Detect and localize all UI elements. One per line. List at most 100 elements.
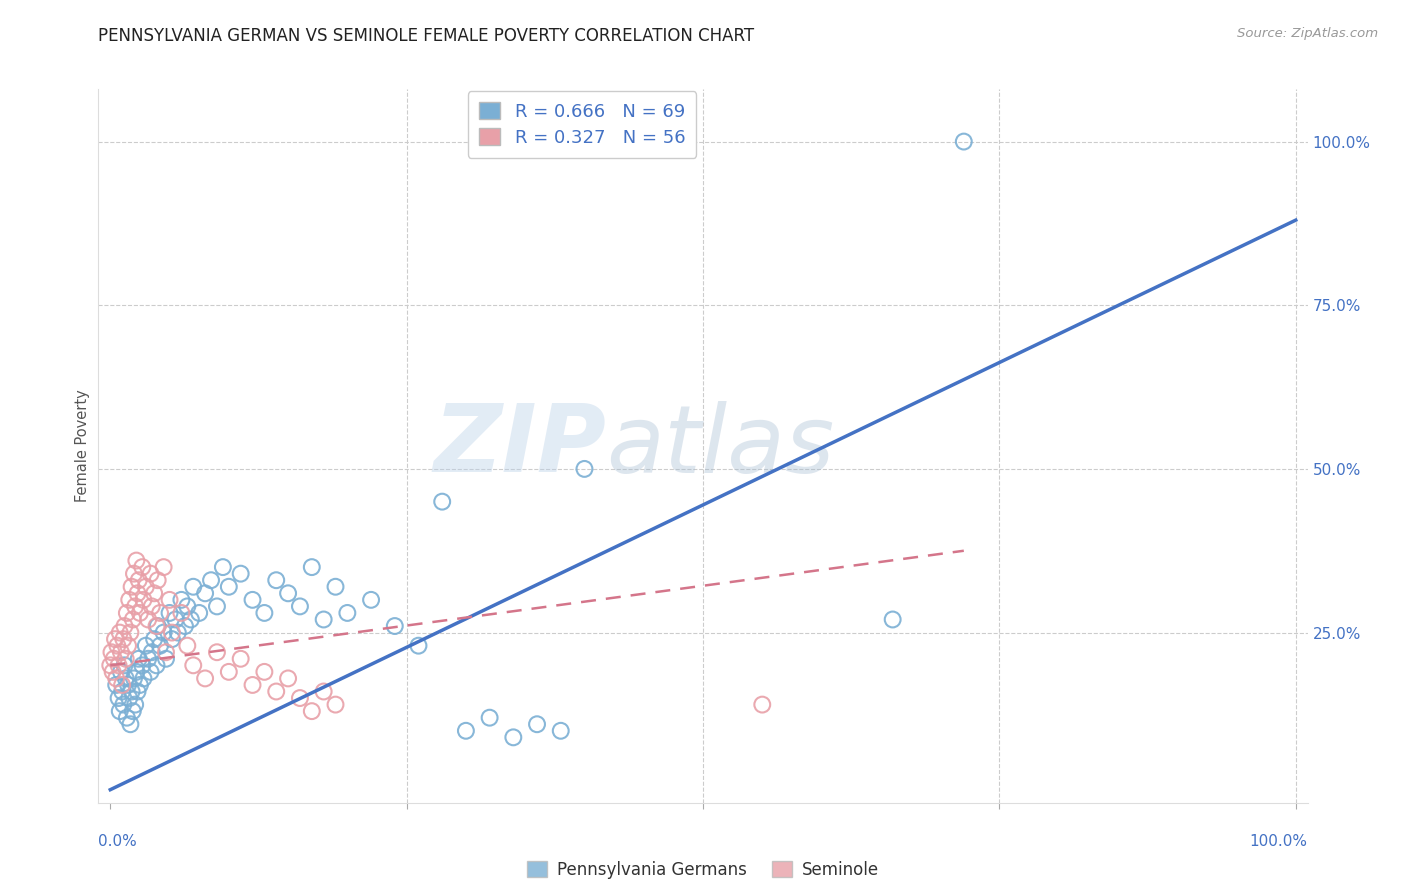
Point <box>128 573 150 587</box>
Point <box>205 645 228 659</box>
Point <box>105 672 128 686</box>
Point <box>114 658 136 673</box>
Point <box>122 566 145 581</box>
Point <box>166 625 188 640</box>
Point <box>110 665 132 679</box>
Point <box>121 580 143 594</box>
Point <box>104 632 127 647</box>
Point <box>882 612 904 626</box>
Point <box>952 135 974 149</box>
Point <box>112 632 135 647</box>
Point <box>124 599 146 614</box>
Point <box>264 684 287 698</box>
Point <box>165 612 187 626</box>
Point <box>174 619 197 633</box>
Point <box>146 619 169 633</box>
Point <box>550 723 572 738</box>
Point <box>136 612 159 626</box>
Point <box>325 580 347 594</box>
Point <box>105 678 128 692</box>
Point <box>111 684 134 698</box>
Point <box>131 658 153 673</box>
Legend: Pennsylvania Germans, Seminole: Pennsylvania Germans, Seminole <box>520 854 886 885</box>
Text: 0.0%: 0.0% <box>98 834 138 849</box>
Point <box>112 698 135 712</box>
Point <box>135 639 157 653</box>
Point <box>288 599 311 614</box>
Point <box>218 580 240 594</box>
Point <box>115 711 138 725</box>
Point <box>242 592 264 607</box>
Point <box>159 592 181 607</box>
Point <box>277 586 299 600</box>
Point <box>118 691 141 706</box>
Point <box>384 619 406 633</box>
Point <box>135 580 157 594</box>
Point <box>160 632 183 647</box>
Point <box>136 652 159 666</box>
Point <box>155 645 177 659</box>
Point <box>336 606 359 620</box>
Point <box>229 566 252 581</box>
Point <box>264 573 287 587</box>
Point <box>139 566 162 581</box>
Text: 100.0%: 100.0% <box>1250 834 1308 849</box>
Point <box>149 639 172 653</box>
Point <box>131 560 153 574</box>
Point <box>301 560 323 574</box>
Point <box>127 586 149 600</box>
Text: atlas: atlas <box>606 401 835 491</box>
Point <box>454 723 477 738</box>
Point <box>502 731 524 745</box>
Point <box>120 717 142 731</box>
Point <box>120 625 142 640</box>
Point <box>108 704 131 718</box>
Point <box>141 645 163 659</box>
Point <box>121 684 143 698</box>
Point <box>574 462 596 476</box>
Point <box>253 606 276 620</box>
Point <box>229 652 252 666</box>
Point <box>288 691 311 706</box>
Point <box>111 678 134 692</box>
Point <box>117 639 139 653</box>
Point <box>129 606 152 620</box>
Point <box>115 606 138 620</box>
Point <box>114 672 136 686</box>
Point <box>478 711 501 725</box>
Point <box>117 678 139 692</box>
Point <box>114 652 136 666</box>
Point <box>526 717 548 731</box>
Point <box>121 704 143 718</box>
Point <box>141 599 163 614</box>
Point <box>152 560 174 574</box>
Point <box>218 665 240 679</box>
Y-axis label: Female Poverty: Female Poverty <box>75 390 90 502</box>
Point <box>143 632 166 647</box>
Point <box>176 639 198 653</box>
Point <box>145 658 167 673</box>
Point <box>125 665 148 679</box>
Point <box>143 586 166 600</box>
Point <box>114 619 136 633</box>
Point <box>103 652 125 666</box>
Text: Source: ZipAtlas.com: Source: ZipAtlas.com <box>1237 27 1378 40</box>
Point <box>125 553 148 567</box>
Point <box>312 684 335 698</box>
Point <box>432 494 454 508</box>
Point <box>301 704 323 718</box>
Point <box>132 592 155 607</box>
Point <box>100 645 122 659</box>
Point <box>170 606 193 620</box>
Text: ZIP: ZIP <box>433 400 606 492</box>
Point <box>180 612 202 626</box>
Point <box>110 645 132 659</box>
Point <box>124 698 146 712</box>
Point <box>98 658 121 673</box>
Point <box>146 573 169 587</box>
Point <box>181 580 204 594</box>
Point <box>107 658 129 673</box>
Point <box>751 698 773 712</box>
Point <box>132 672 155 686</box>
Point <box>121 612 143 626</box>
